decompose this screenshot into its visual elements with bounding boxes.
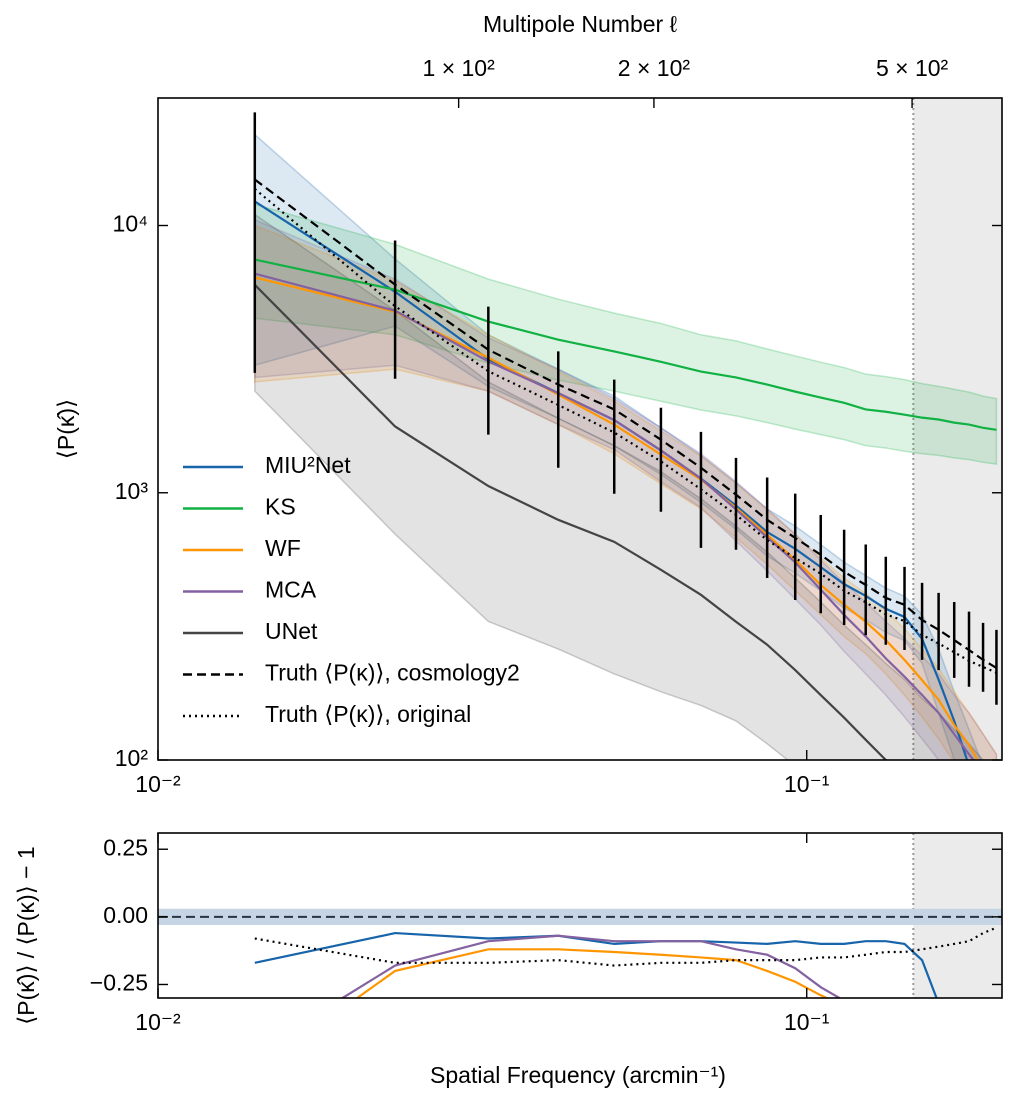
- x-tick-label: 10⁻¹: [784, 771, 830, 797]
- x-axis-label: Spatial Frequency (arcmin⁻¹): [430, 1062, 726, 1088]
- plot-area: [158, 833, 1002, 998]
- legend-label: UNet: [265, 618, 318, 644]
- series-line: [254, 284, 888, 760]
- y-tick-label: 0.25: [103, 834, 148, 860]
- x-tick-label: 10⁻²: [135, 771, 181, 797]
- plot-area: [253, 98, 1002, 760]
- y-tick-label: 0.00: [103, 902, 148, 928]
- series-line: [254, 178, 998, 669]
- series-line: [340, 934, 842, 998]
- axes-frame: [157, 97, 1003, 761]
- y-tick-label: 10⁴: [113, 211, 148, 237]
- x2-axis-label: Multipole Number ℓ: [483, 11, 678, 37]
- x2-tick-label: 2 × 10²: [618, 55, 691, 81]
- y-tick-label: −0.25: [90, 970, 148, 996]
- y-tick-label: 10³: [115, 478, 149, 504]
- legend-label: KS: [265, 494, 296, 520]
- y-tick-label: 10²: [115, 745, 149, 771]
- y-axis-label: ⟨P(κ̂)⟩: [53, 399, 79, 459]
- series-line: [254, 258, 997, 431]
- y-axis-label: ⟨P(κ̂)⟩ / ⟨P(κ)⟩ − 1: [13, 846, 39, 1024]
- x2-tick-label: 5 × 10²: [876, 55, 949, 81]
- x-tick-label: 10⁻¹: [784, 1009, 830, 1035]
- series-line: [254, 926, 997, 967]
- legend-label: MCA: [265, 577, 317, 603]
- legend-label: Truth ⟨P(κ)⟩, original: [265, 701, 471, 727]
- x2-tick-label: 1 × 10²: [423, 55, 496, 81]
- axes-frame: [157, 832, 1003, 999]
- error-band: [254, 203, 998, 465]
- legend-label: WF: [265, 535, 301, 561]
- x-tick-label: 10⁻²: [135, 1009, 181, 1035]
- series-line: [355, 948, 830, 998]
- legend-label: MIU²Net: [265, 452, 351, 478]
- legend-label: Truth ⟨P(κ)⟩, cosmology2: [265, 660, 520, 686]
